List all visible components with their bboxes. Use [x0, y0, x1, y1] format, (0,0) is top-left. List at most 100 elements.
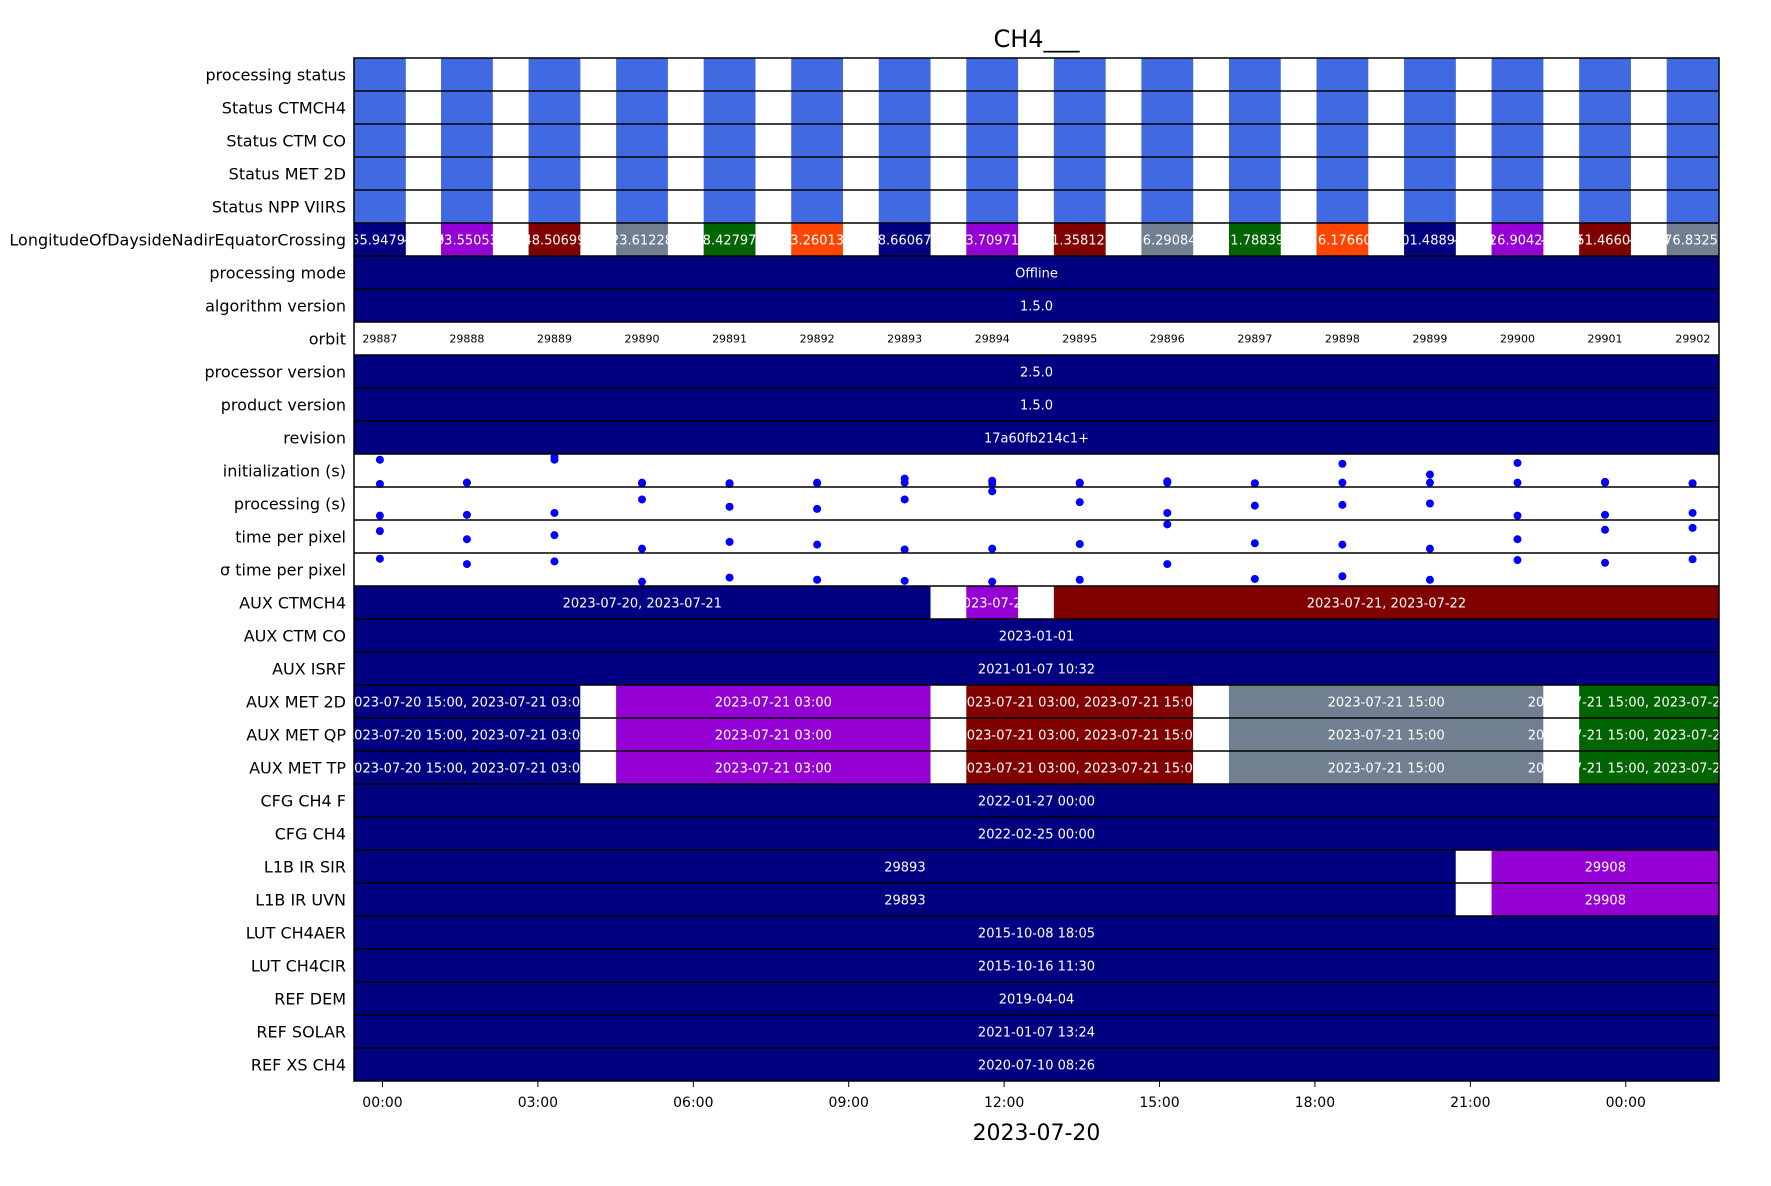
- x-tick-label: 00:00: [1606, 1095, 1646, 1111]
- status-bar: [1228, 124, 1281, 157]
- longitude-gap-value: 128.5: [580, 234, 617, 249]
- scatter-point: [1338, 478, 1347, 487]
- status-bar: [1491, 91, 1544, 124]
- plot-frame: [353, 57, 1720, 1082]
- orbit-value: 29890: [625, 333, 660, 346]
- row-label: AUX ISRF: [272, 660, 346, 679]
- longitude-bar: [441, 223, 493, 256]
- segment-bar: [930, 718, 967, 751]
- segment-bar: [354, 256, 1719, 289]
- status-bar: [441, 91, 493, 124]
- segment-bar: [1053, 586, 1719, 619]
- scatter-point: [375, 527, 384, 536]
- status-bar: [966, 91, 1019, 124]
- status-bar: [1491, 157, 1544, 190]
- status-bar: [441, 124, 493, 157]
- longitude-bar: [1053, 223, 1106, 256]
- segment-bar: [354, 751, 581, 784]
- segment-bar: [354, 1015, 1719, 1048]
- status-bar: [1228, 190, 1281, 223]
- segment-label: 2015-10-16 11:30: [978, 960, 1095, 975]
- status-bar: [528, 157, 581, 190]
- segment-label: 2019-04-04: [999, 993, 1075, 1008]
- scatter-point: [813, 575, 822, 584]
- x-tick-label: 06:00: [673, 1095, 713, 1111]
- segment-bar: [1228, 685, 1544, 718]
- scatter-point: [1338, 459, 1347, 468]
- status-bar: [1228, 58, 1281, 91]
- segment-bar: [354, 982, 1719, 1015]
- x-tick-label: 09:00: [829, 1095, 869, 1111]
- segment-label: 2022-02-25 00:00: [978, 828, 1095, 843]
- segment-bar: [616, 685, 931, 718]
- status-bar: [616, 91, 668, 124]
- scatter-point: [1163, 508, 1172, 517]
- longitude-gap-value: -146.9: [1540, 234, 1582, 249]
- scatter-point: [1425, 544, 1434, 553]
- longitude-bar: [703, 223, 756, 256]
- segment-label: 2023-07-21 03:00: [715, 729, 832, 744]
- row-label: AUX MET 2D: [246, 693, 346, 712]
- segment-bar: [1193, 751, 1229, 784]
- longitude-value: -76.176605: [1305, 234, 1380, 249]
- status-bar: [1404, 124, 1456, 157]
- status-bar: [616, 124, 668, 157]
- longitude-bar: [528, 223, 581, 256]
- status-bar: [878, 157, 931, 190]
- longitude-gap-value: -96.1: [1369, 234, 1403, 249]
- status-bar: [703, 124, 756, 157]
- longitude-value: 148.506994: [515, 234, 594, 249]
- status-bar: [703, 190, 756, 223]
- orbit-value: 29887: [362, 333, 397, 346]
- status-bar: [1053, 157, 1106, 190]
- row-label: σ time per pixel: [220, 561, 346, 580]
- scatter-point: [1163, 478, 1172, 487]
- status-bar: [1404, 58, 1456, 91]
- segment-bar: [1543, 718, 1580, 751]
- status-bar: [441, 58, 493, 91]
- status-bar: [1404, 91, 1456, 124]
- longitude-gap-value: -175.9: [402, 234, 444, 249]
- status-bar: [1404, 190, 1456, 223]
- segment-bar: [930, 751, 967, 784]
- segment-bar: [354, 916, 1719, 949]
- status-bar: [1491, 58, 1544, 91]
- orbit-value: 29902: [1675, 333, 1710, 346]
- segment-bar: [1193, 718, 1229, 751]
- longitude-gap-value: 78.4: [759, 234, 788, 249]
- scatter-point: [550, 453, 559, 461]
- orbit-value: 29898: [1325, 333, 1360, 346]
- row-label: REF DEM: [274, 990, 346, 1009]
- scatter-point: [1425, 499, 1434, 508]
- orbit-value: 29895: [1062, 333, 1097, 346]
- longitude-gap-value: 153.5: [492, 234, 529, 249]
- row-label: AUX CTM CO: [244, 627, 346, 646]
- segment-bar: [1543, 685, 1580, 718]
- status-bar: [791, 91, 844, 124]
- x-tick-label: 03:00: [518, 1095, 558, 1111]
- row-label: orbit: [309, 330, 346, 349]
- status-bar: [1579, 91, 1631, 124]
- status-bar: [1491, 190, 1544, 223]
- scatter-point: [375, 554, 384, 563]
- x-tick-label: 15:00: [1139, 1095, 1179, 1111]
- segment-label: 2023-07-21: [954, 597, 1030, 612]
- longitude-value: -126.904235: [1476, 234, 1559, 249]
- segment-label: 2022-01-27 00:00: [978, 795, 1095, 810]
- longitude-bar: [1228, 223, 1281, 256]
- scatter-point: [1075, 540, 1084, 549]
- row-label: product version: [221, 396, 346, 415]
- row-label: Status CTMCH4: [222, 99, 346, 118]
- row-label: LongitudeOfDaysideNadirEquatorCrossing: [9, 231, 346, 250]
- scatter-point: [550, 531, 559, 540]
- bars-layer: [354, 58, 1719, 1081]
- status-bar: [1666, 190, 1719, 223]
- scatter-point: [462, 535, 471, 544]
- orbit-value: 29900: [1500, 333, 1535, 346]
- row-label: Status MET 2D: [229, 165, 346, 184]
- status-bar: [528, 91, 581, 124]
- scatter-point: [1688, 508, 1697, 517]
- status-bar: [354, 190, 406, 223]
- segment-bar: [354, 949, 1719, 982]
